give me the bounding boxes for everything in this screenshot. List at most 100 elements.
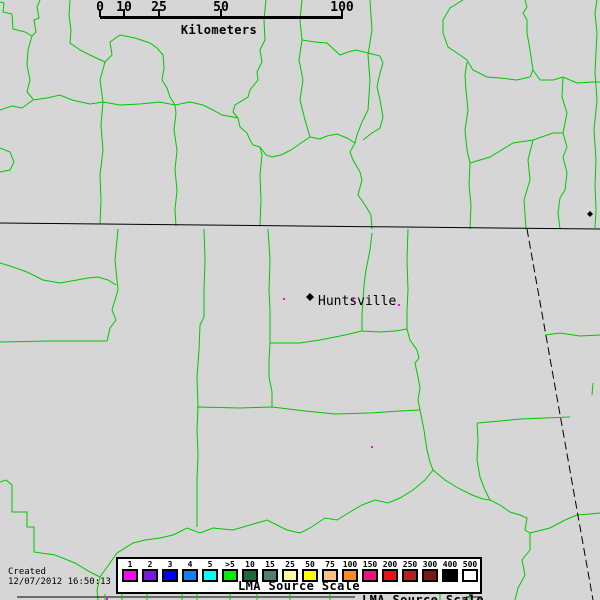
legend-entry-75: 75 [320,560,340,582]
place-label-huntsville: Huntsville [318,294,397,309]
legend-entry-label: 150 [362,560,378,569]
legend-entry-5: 5 [200,560,220,582]
legend-color-swatch [182,569,198,582]
legend-color-swatch [422,569,438,582]
legend-color-swatch [362,569,378,582]
county-boundary-line [593,0,598,229]
county-boundary-line [557,76,568,230]
legend-entry-1: 1 [120,560,140,582]
legend-entry-label: 400 [442,560,458,569]
county-boundary-line [469,132,563,164]
legend-entry-200: 200 [380,560,400,582]
scale-bar-unit-label: Kilometers [180,23,258,37]
legend-color-swatch [262,569,278,582]
created-datetime: 12/07/2012 16:50:13 [8,577,111,587]
legend-color-swatch [162,569,178,582]
lma-source-dot [283,298,285,300]
county-boundary-line [309,133,356,144]
legend-color-swatch [382,569,398,582]
county-boundary-line [361,232,373,331]
legend-entry-label: 3 [167,560,173,569]
county-boundary-line [196,406,421,415]
scale-bar-label: 0 [96,0,104,15]
scale-bar-label: 25 [151,0,167,15]
county-boundary-line [26,35,34,100]
legend-color-swatch [222,569,238,582]
county-boundary-line [523,139,534,230]
county-boundary-line [99,34,151,103]
legend-color-swatch [242,569,258,582]
legend-entry-label: 50 [305,560,315,569]
legend-entry-150: 150 [360,560,380,582]
county-boundary-line [476,422,491,501]
legend-entry-label: 500 [462,560,478,569]
county-boundary-line [237,117,261,148]
county-boundary-line [361,328,408,333]
county-boundary-line [0,0,41,37]
county-boundary-line [464,61,472,230]
legend-entry-4: 4 [180,560,200,582]
legend-title: LMA Source Scale [238,579,360,593]
distance-scale-bar: 0 10 25 50 100 Kilometers [0,0,600,45]
legend-entry-label: 4 [187,560,193,569]
lma-source-dot [106,598,108,600]
legend-entry-300: 300 [420,560,440,582]
county-boundary-line [298,0,311,138]
scale-bar-tick-25 [158,9,160,17]
legend-entry-250: 250 [400,560,420,582]
legend-entry-3: 3 [160,560,180,582]
county-boundary-line [349,0,373,230]
created-timestamp: Created 12/07/2012 16:50:13 [8,567,111,587]
legend-entry-label: 25 [285,560,295,569]
legend-entry-label: 10 [245,560,255,569]
county-boundary-line [0,147,15,173]
station-diamond-east-icon [587,211,593,217]
county-boundary-line [174,101,239,119]
legend-entry-25: 25 [280,560,300,582]
legend-entry-label: 300 [422,560,438,569]
legend-entry-label: 15 [265,560,275,569]
county-boundary-line [0,479,101,578]
legend-entry-label: 100 [342,560,358,569]
legend-entry-label: 200 [382,560,398,569]
county-boundary-line [301,39,384,141]
clipped-duplicate-legend-title: LMA Source Scale [362,593,484,600]
legend-color-swatch [402,569,418,582]
created-label: Created [8,567,46,577]
county-boundary-line [149,42,176,106]
county-boundary-line [196,228,206,527]
lma-source-scale-legend: 1 2 3 4 5 >5 10 15 25 50 75 100 150 200 250 300 400 500 L… [116,557,482,594]
county-boundary-line [476,416,571,424]
legend-entry-label: 75 [325,560,335,569]
scale-bar-label: 10 [116,0,132,15]
scale-bar-line [100,16,343,19]
scale-bar-tick-0 [99,9,101,17]
county-boundary-line [406,328,434,471]
legend-color-swatch [302,569,318,582]
county-boundary-line [0,94,104,111]
legend-color-swatch [202,569,218,582]
county-boundary-line [591,382,594,396]
county-boundary-line [406,228,409,329]
county-boundary-line [259,136,311,158]
legend-entry-label: 2 [147,560,153,569]
scale-bar-label: 100 [330,0,354,15]
county-boundary-line [0,262,117,286]
scale-bar-tick-50 [220,9,222,17]
lma-source-dot [371,446,373,448]
state-border-al-ga [526,228,594,600]
county-boundary-line [442,0,534,81]
county-boundary-line [0,340,107,343]
state-border-tn-al [0,222,600,230]
county-boundary-line [270,330,363,344]
legend-entry-2: 2 [140,560,160,582]
county-boundary-line [232,0,267,119]
legend-entry-400: 400 [440,560,460,582]
legend-color-swatch [142,569,158,582]
county-boundary-line [267,228,271,343]
lma-source-dot [352,299,354,301]
county-boundary-line [96,469,434,600]
legend-color-swatch [322,569,338,582]
